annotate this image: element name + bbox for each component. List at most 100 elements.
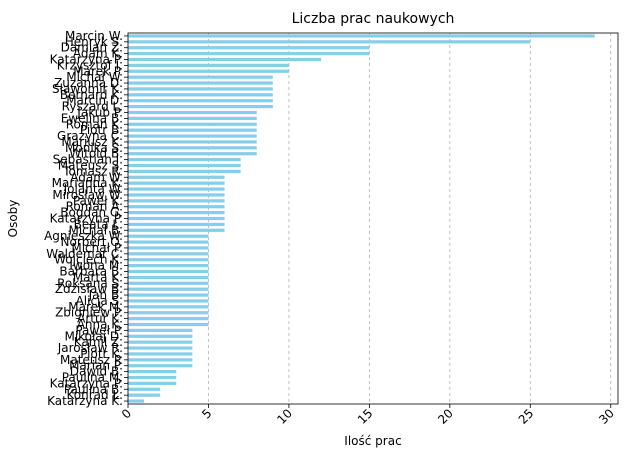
category-label: Sławomir K. <box>52 82 123 96</box>
category-label: Ewelina B. <box>61 111 123 125</box>
category-label: Katarzyna P. <box>50 376 123 390</box>
category-label: Jarosław R. <box>57 341 123 355</box>
category-label: Jan B. <box>88 288 123 302</box>
bar <box>128 163 241 168</box>
bar <box>128 311 209 315</box>
category-label: Mateusz S. <box>58 159 123 173</box>
bar <box>128 334 193 338</box>
category-label: Marek P. <box>73 64 123 78</box>
chart-title: Liczba prac naukowych <box>292 11 455 27</box>
category-label: Ryszard L. <box>62 100 123 114</box>
bar <box>128 187 225 191</box>
bar <box>128 275 209 280</box>
bar <box>128 75 273 79</box>
bar <box>128 152 257 156</box>
bar <box>128 322 209 327</box>
bar <box>128 381 177 386</box>
bar <box>128 258 209 262</box>
category-label: Bernard K. <box>60 88 123 102</box>
category-label: Damian Z. <box>61 41 123 55</box>
category-label: Bogdan G. <box>60 206 123 220</box>
category-label: Paweł P. <box>75 323 123 337</box>
bar <box>128 287 209 291</box>
category-label: Sebastian J. <box>53 153 123 167</box>
bar <box>128 99 273 103</box>
bar <box>128 293 209 297</box>
bar <box>128 328 193 333</box>
bar <box>128 340 193 344</box>
category-label: Michał W. <box>66 70 123 84</box>
x-tick-label: 20 <box>435 406 456 427</box>
category-label: Barbara B. <box>59 265 123 279</box>
bar <box>128 199 225 203</box>
category-label: Piotr B. <box>80 123 123 137</box>
category-label: Katarzyna K. <box>47 394 123 408</box>
category-label: Mariusz K. <box>61 135 123 149</box>
bar <box>128 346 193 350</box>
bar <box>128 281 209 285</box>
x-tick-label: 5 <box>199 406 214 421</box>
y-ticks: Marcin W.Henryk S.Damian Z.Adam K.Katarz… <box>44 29 128 408</box>
category-label: Paulina B. <box>64 382 123 396</box>
category-label: Grażyna C. <box>57 129 123 143</box>
bar <box>128 393 161 397</box>
bar <box>128 358 193 362</box>
category-label: Wojciech K. <box>54 253 123 267</box>
bar <box>128 210 225 215</box>
bar <box>128 305 209 309</box>
category-label: Konrad Ł. <box>67 388 124 402</box>
category-label: Roman A. <box>66 200 123 214</box>
category-label: Paweł K. <box>73 194 123 208</box>
bar <box>128 181 225 185</box>
category-label: Mirosław W. <box>52 188 123 202</box>
bar <box>128 40 531 44</box>
category-label: Waldemar C. <box>46 247 123 261</box>
category-label: Alicja S. <box>76 294 123 308</box>
bar <box>128 222 225 227</box>
category-label: Mikołaj D. <box>64 329 123 343</box>
bar <box>128 110 257 115</box>
bar <box>128 128 257 132</box>
y-axis-label: Osoby <box>6 200 20 238</box>
category-label: Michał P. <box>71 241 123 255</box>
category-label: Agnieszka W. <box>44 229 123 243</box>
bars <box>128 34 595 403</box>
bar <box>128 146 257 150</box>
bar <box>128 51 370 56</box>
category-label: Jakub P. <box>76 106 123 120</box>
bar <box>128 375 177 380</box>
bar <box>128 352 193 356</box>
category-label: Henryk S. <box>65 35 123 49</box>
x-tick-label: 25 <box>516 406 537 427</box>
category-label: Iwona M. <box>69 259 123 273</box>
bar <box>128 246 209 250</box>
x-tick-label: 10 <box>274 406 295 427</box>
category-label: Marta K. <box>73 270 123 284</box>
x-axis-label: Ilość prac <box>344 434 401 448</box>
category-label: Katarzyna P. <box>50 53 123 67</box>
category-label: Norbert O. <box>61 235 123 249</box>
category-label: Piotr K. <box>80 347 123 361</box>
bar <box>128 57 322 62</box>
bar <box>128 122 257 126</box>
bar <box>128 104 273 109</box>
bar <box>128 387 161 391</box>
category-label: Adam K. <box>73 47 123 61</box>
bar <box>128 263 209 268</box>
bar <box>128 81 273 85</box>
bar <box>128 252 209 256</box>
bar <box>128 157 241 162</box>
bar <box>128 216 225 221</box>
bar <box>128 399 145 403</box>
x-tick-label: 30 <box>596 406 617 427</box>
bar <box>128 364 193 368</box>
bar <box>128 140 257 144</box>
category-label: Artur K. <box>77 312 123 326</box>
bar <box>128 63 289 68</box>
category-label: Mateusz P. <box>60 353 123 367</box>
category-label: Zuzanna D. <box>54 76 123 90</box>
bar <box>128 269 209 274</box>
category-label: Zdzisław B. <box>55 282 123 296</box>
category-label: Kamil Z. <box>74 335 123 349</box>
